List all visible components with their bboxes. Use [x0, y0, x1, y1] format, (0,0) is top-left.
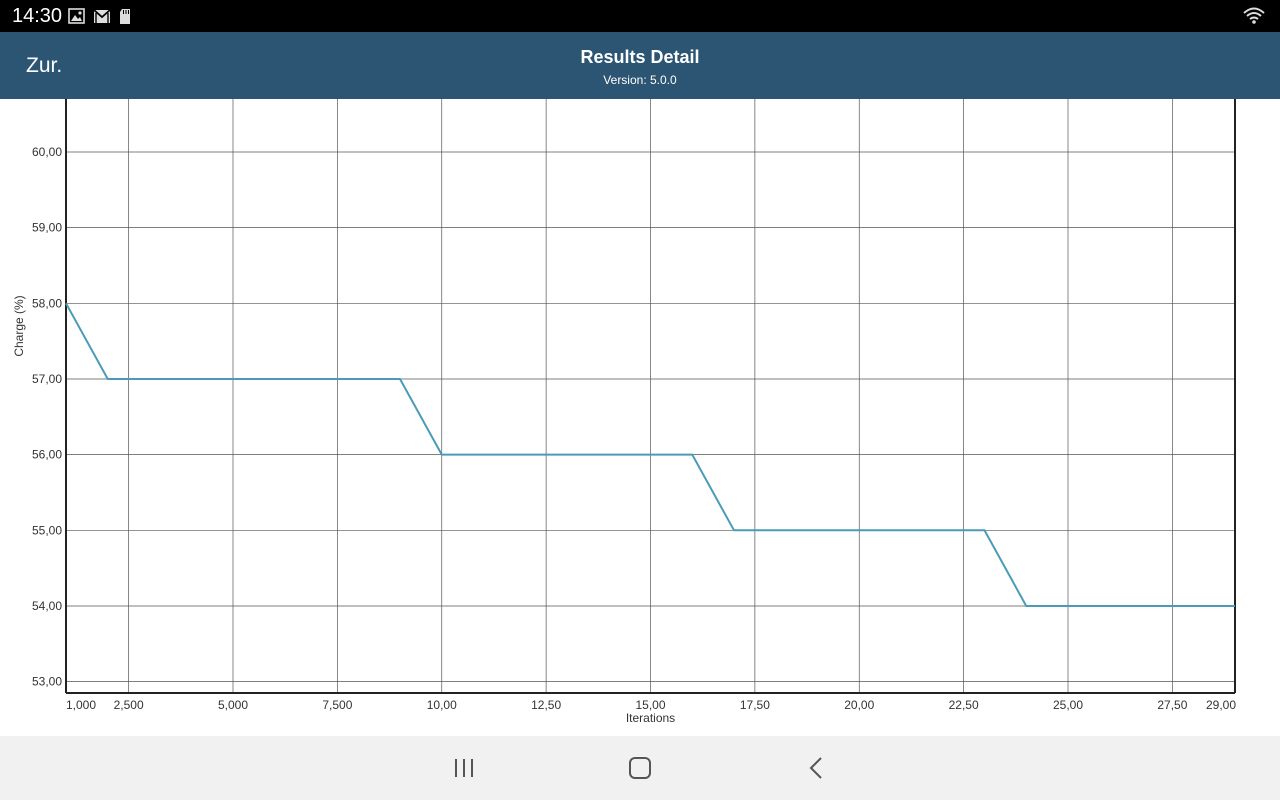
- navigation-bar: [0, 736, 1280, 800]
- status-time: 14:30: [12, 5, 63, 27]
- notification-icons: [68, 7, 131, 25]
- x-tick-label: 7,500: [322, 698, 352, 712]
- back-button[interactable]: Zur.: [26, 54, 63, 77]
- y-tick-label: 53,00: [32, 675, 62, 689]
- version-label: Version: 5.0.0: [603, 73, 677, 87]
- recent-apps-icon: [455, 759, 473, 777]
- y-tick-label: 54,00: [32, 599, 62, 613]
- home-icon: [629, 757, 651, 779]
- y-tick-label: 57,00: [32, 372, 62, 386]
- back-nav-button[interactable]: [800, 754, 832, 782]
- wifi-icon: [1243, 7, 1265, 24]
- y-tick-label: 59,00: [32, 221, 62, 235]
- system-icons: [1242, 6, 1266, 26]
- line-chart: 1,000 2,500 5,000 7,500 10,00 12,50 15,00 17,50…: [12, 99, 1236, 725]
- app-bar: Zur. Results Detail Version: 5.0.0: [0, 32, 1280, 99]
- x-tick-label: 15,00: [635, 698, 665, 712]
- chart-area: 1,000 2,500 5,000 7,500 10,00 12,50 15,00 17,50…: [0, 99, 1280, 736]
- series-line: [65, 302, 1235, 607]
- y-axis-label: Charge (%): [12, 295, 26, 356]
- x-tick-label: 27,50: [1157, 698, 1187, 712]
- image-icon: [68, 8, 85, 24]
- x-tick-label: 10,00: [427, 698, 457, 712]
- x-tick-label: 29,00: [1206, 698, 1236, 712]
- y-tick-label: 60,00: [32, 145, 62, 159]
- x-tick-label: 20,00: [844, 698, 874, 712]
- home-button[interactable]: [624, 754, 656, 782]
- gmail-icon: [93, 8, 111, 23]
- page-title: Results Detail: [580, 47, 700, 67]
- back-arrow-icon: [809, 757, 822, 779]
- x-tick-label: 12,50: [531, 698, 561, 712]
- x-tick-label: 1,000: [66, 698, 96, 712]
- x-tick-label: 2,500: [114, 698, 144, 712]
- x-axis-label: Iterations: [626, 711, 675, 725]
- sd-card-icon: [120, 8, 130, 24]
- status-bar: 14:30: [0, 0, 1280, 32]
- x-tick-label: 22,50: [949, 698, 979, 712]
- x-tick-label: 5,000: [218, 698, 248, 712]
- x-tick-label: 25,00: [1053, 698, 1083, 712]
- recent-apps-button[interactable]: [448, 754, 480, 782]
- y-tick-label: 55,00: [32, 523, 62, 537]
- y-tick-label: 56,00: [32, 448, 62, 462]
- y-tick-label: 58,00: [32, 296, 62, 310]
- x-tick-label: 17,50: [740, 698, 770, 712]
